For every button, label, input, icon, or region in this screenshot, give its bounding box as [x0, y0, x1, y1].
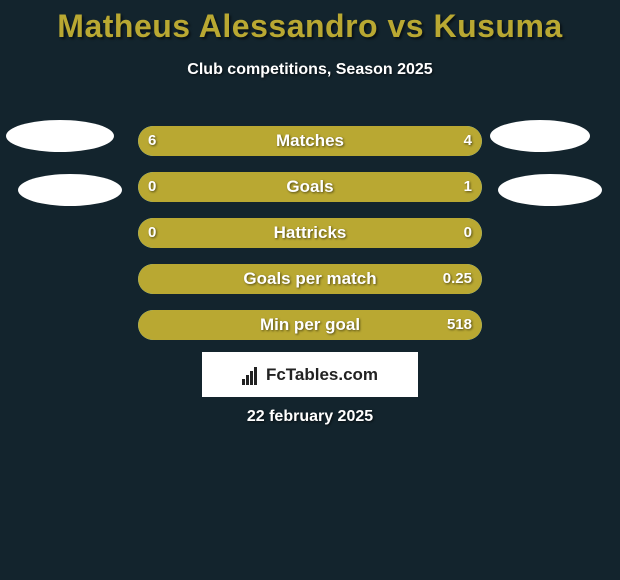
stat-bar-bg	[138, 218, 482, 248]
stats-rows: 6 Matches 4 0 Goals 1 0 Hattricks 0	[0, 120, 620, 350]
stat-bar-bg	[138, 310, 482, 340]
stat-bar-right	[138, 264, 482, 294]
stat-bar-left	[138, 218, 482, 248]
stat-bar-left	[138, 126, 344, 156]
footer-logo: FcTables.com	[242, 365, 378, 385]
date-text: 22 february 2025	[0, 408, 620, 426]
footer-brand-box: FcTables.com	[202, 352, 418, 397]
comparison-infographic: Matheus Alessandro vs Kusuma Club compet…	[0, 0, 620, 580]
stat-bar-bg	[138, 172, 482, 202]
stat-row-hattricks: 0 Hattricks 0	[0, 212, 620, 258]
stat-row-matches: 6 Matches 4	[0, 120, 620, 166]
stat-bar-right	[138, 172, 482, 202]
stat-bar-bg	[138, 264, 482, 294]
stat-bar-right	[344, 126, 482, 156]
stat-bar-bg	[138, 126, 482, 156]
stat-row-min-per-goal: Min per goal 518	[0, 304, 620, 350]
stat-row-goals: 0 Goals 1	[0, 166, 620, 212]
footer-brand-text: FcTables.com	[266, 365, 378, 385]
stat-row-goals-per-match: Goals per match 0.25	[0, 258, 620, 304]
bar-chart-icon	[242, 365, 262, 385]
page-title: Matheus Alessandro vs Kusuma	[0, 0, 620, 45]
page-subtitle: Club competitions, Season 2025	[0, 61, 620, 79]
stat-bar-right	[138, 310, 482, 340]
